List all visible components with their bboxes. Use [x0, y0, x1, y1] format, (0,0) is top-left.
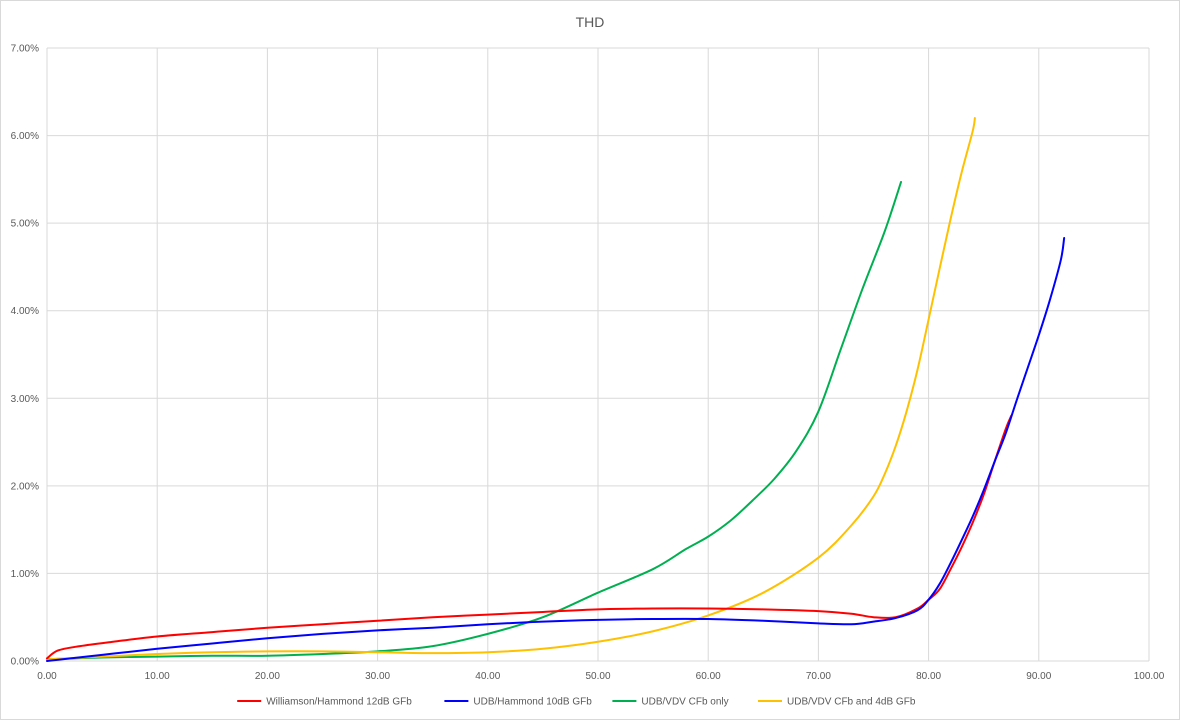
chart-title: THD	[576, 14, 605, 30]
x-tick-label: 10.00	[145, 671, 170, 682]
series-line-udb-vdv-cfb-and-4db-gfb	[46, 117, 976, 661]
legend-item: UDB/VDV CFb and 4dB GFb	[758, 697, 916, 708]
y-tick-label: 4.00%	[11, 306, 39, 317]
legend-label: UDB/Hammond 10dB GFb	[473, 697, 592, 708]
legend-item: UDB/Hammond 10dB GFb	[444, 697, 592, 708]
x-tick-label: 100.00	[1134, 671, 1165, 682]
axes: 0.00 10.00 20.00 30.00 40.00 50.00 60.00 70.00 8…	[11, 44, 1165, 683]
legend-label: Williamson/Hammond 12dB GFb	[266, 697, 412, 708]
y-tick-label: 6.00%	[11, 131, 39, 142]
x-tick-label: 60.00	[696, 671, 721, 682]
legend: Williamson/Hammond 12dB GFb UDB/Hammond 1…	[237, 697, 916, 708]
x-tick-label: 20.00	[255, 671, 280, 682]
x-tick-label: 50.00	[585, 671, 610, 682]
y-tick-label: 3.00%	[11, 394, 39, 405]
series-line-udb-hammond-10db-gfb	[46, 237, 1066, 662]
grid-lines	[46, 47, 1150, 662]
legend-item: UDB/VDV CFb only	[612, 697, 729, 708]
legend-label: UDB/VDV CFb only	[641, 697, 728, 708]
series-line-williamson-hammond-12db-gfb	[46, 414, 1013, 660]
y-tick-label: 0.00%	[11, 657, 39, 668]
series-lines	[46, 117, 1066, 662]
y-tick-label: 1.00%	[11, 569, 39, 580]
x-tick-label: 90.00	[1026, 671, 1051, 682]
y-tick-label: 2.00%	[11, 481, 39, 492]
x-tick-label: 70.00	[806, 671, 831, 682]
legend-label: UDB/VDV CFb and 4dB GFb	[787, 697, 916, 708]
x-tick-label: 40.00	[475, 671, 500, 682]
series-line-udb-vdv-cfb-only	[46, 180, 903, 661]
legend-item: Williamson/Hammond 12dB GFb	[237, 697, 412, 708]
y-tick-label: 5.00%	[11, 219, 39, 230]
x-tick-label: 30.00	[365, 671, 390, 682]
x-tick-label: 0.00	[37, 671, 57, 682]
y-tick-label: 7.00%	[11, 44, 39, 55]
x-tick-label: 80.00	[916, 671, 941, 682]
